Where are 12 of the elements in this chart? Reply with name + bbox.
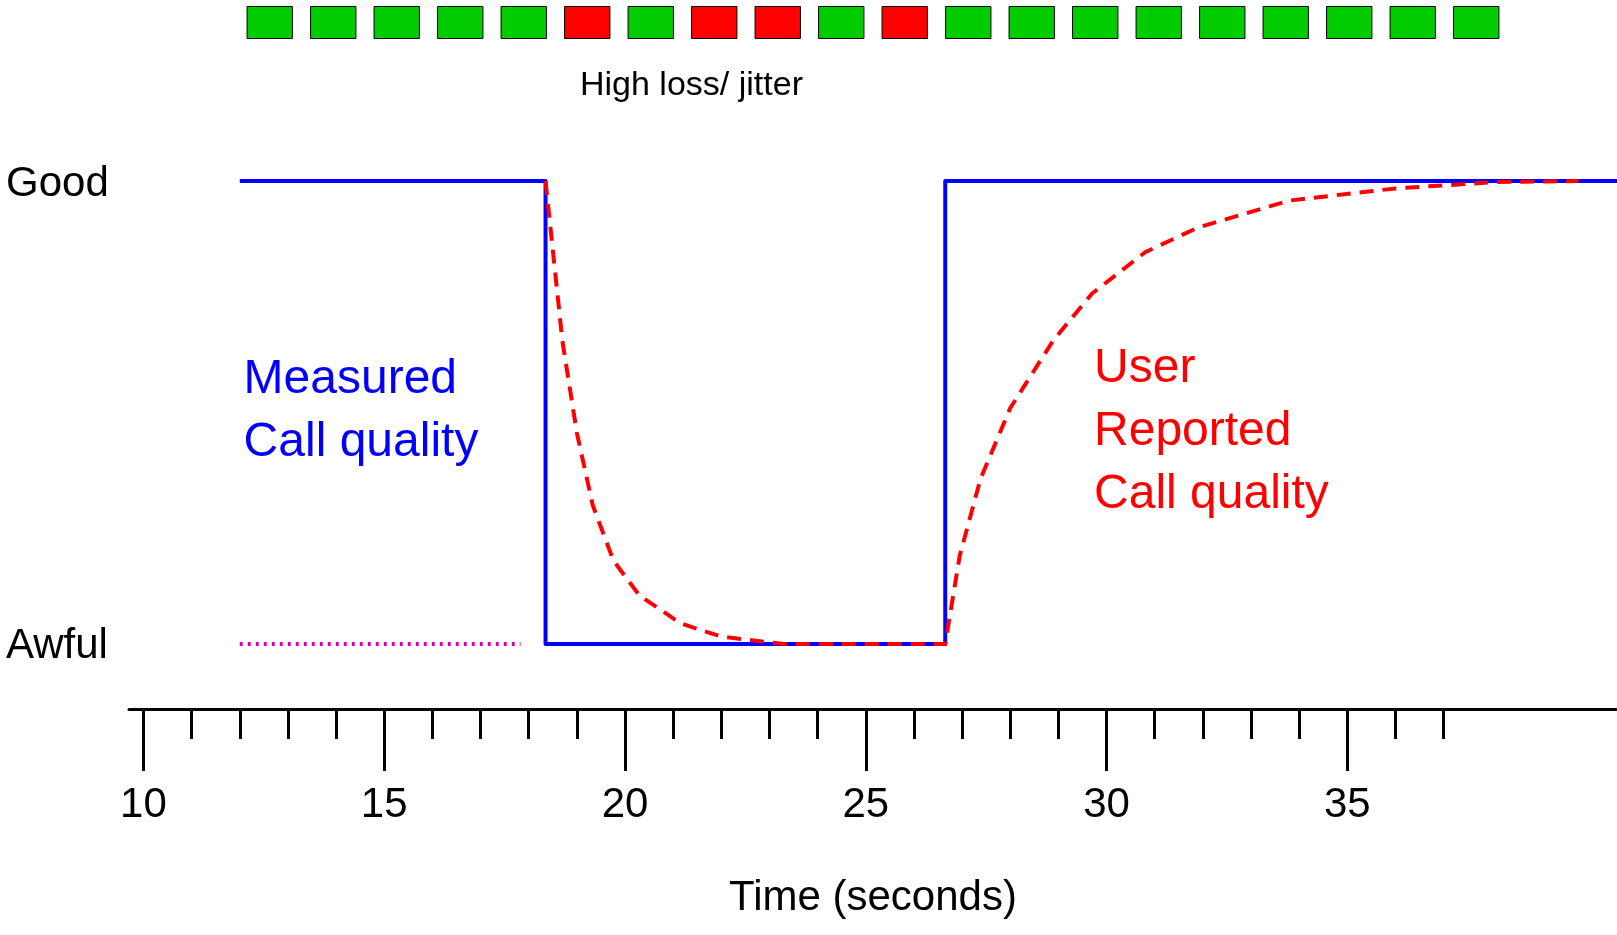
text: High loss/ jitter [580, 64, 803, 102]
text: Awful [6, 619, 108, 667]
x-tick-label: 35 [1323, 778, 1371, 826]
x-tick-label: 15 [360, 778, 408, 826]
x-tick-label: 25 [842, 778, 890, 826]
x-tick-label: 20 [601, 778, 649, 826]
series-label: User Reported Call quality [1094, 339, 1329, 519]
x-tick-label: 10 [120, 778, 167, 826]
x-tick-label: 30 [1083, 778, 1130, 826]
text: Good [6, 157, 109, 205]
series-label: Measured Call quality [243, 349, 479, 466]
x-axis-title: Time (seconds) [729, 871, 1017, 919]
